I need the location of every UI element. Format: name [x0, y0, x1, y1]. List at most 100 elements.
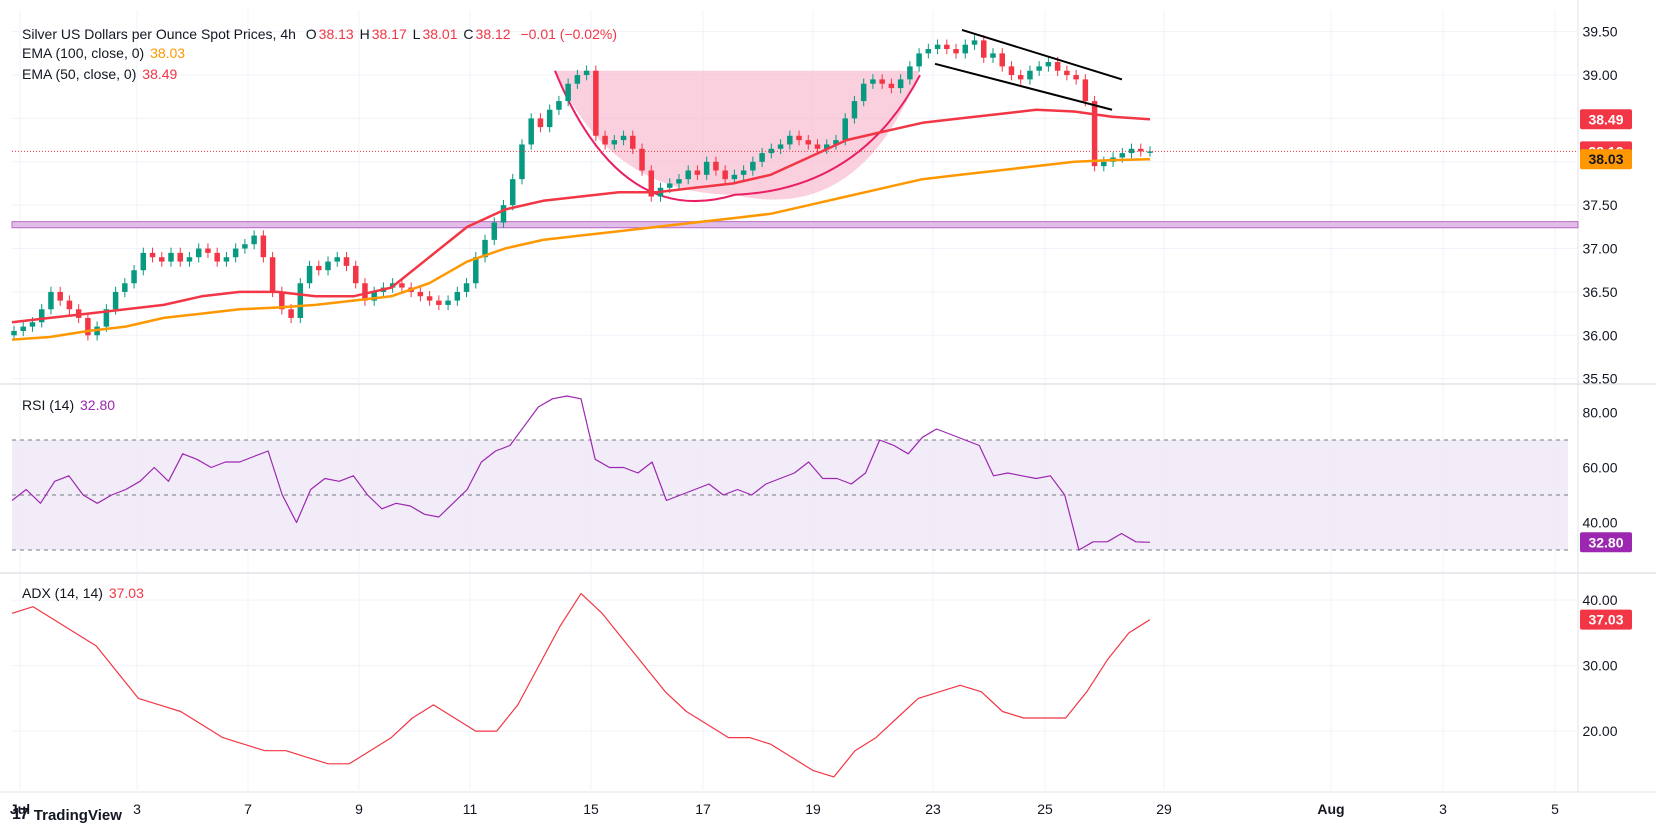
candle-body: [149, 252, 156, 258]
candle-body: [29, 322, 36, 327]
price-legend: Silver US Dollars per Ounce Spot Prices,…: [22, 26, 617, 42]
candle-body: [242, 244, 248, 249]
candle-body: [897, 79, 904, 89]
rsi-tick-label: 40.00: [1582, 515, 1617, 531]
candle-body: [981, 40, 987, 58]
candle-body: [1045, 62, 1052, 67]
candle-body: [195, 248, 202, 258]
candle-body: [445, 300, 451, 305]
candle-body: [1027, 70, 1033, 80]
low-value: 38.01: [422, 26, 458, 42]
adx-tick-label: 40.00: [1582, 592, 1617, 608]
candle-body: [509, 179, 516, 206]
candle-body: [66, 300, 73, 310]
candle-body: [870, 79, 876, 84]
support-zone: [11, 221, 1579, 229]
candle-body: [528, 118, 534, 145]
candle-body: [583, 70, 590, 76]
candle-body: [925, 49, 932, 54]
candle-body: [112, 291, 119, 310]
candle-body: [463, 283, 470, 292]
rsi-badge: [1580, 532, 1632, 553]
candle-body: [777, 144, 784, 149]
candle-body: [731, 174, 738, 180]
rsi-tick-label: 80.00: [1582, 405, 1617, 421]
time-tick-label: 3: [1439, 801, 1447, 817]
tradingview-brand[interactable]: 17 TradingView: [12, 806, 122, 824]
adx-line: [11, 592, 1151, 778]
time-tick-label: 19: [805, 801, 821, 817]
candle-body: [879, 79, 885, 84]
time-tick-label: 3: [133, 801, 141, 817]
candle-body: [1138, 148, 1144, 152]
candle-body: [426, 296, 433, 301]
candle-body: [1054, 62, 1061, 71]
candle-body: [140, 252, 147, 271]
candle-body: [205, 248, 211, 253]
adx-tick-label: 20.00: [1582, 723, 1617, 739]
time-tick-label: Aug: [1317, 801, 1344, 817]
rsi-legend: RSI (14) 32.80: [22, 397, 116, 413]
price-tick-label: 39.00: [1582, 67, 1617, 83]
candle-body: [740, 170, 747, 175]
time-tick-label: 9: [355, 801, 363, 817]
candle-body: [352, 265, 359, 284]
candle-body: [168, 252, 174, 262]
time-tick-label: 7: [244, 801, 252, 817]
candle-body: [537, 118, 544, 128]
candle-body: [306, 265, 313, 284]
adx-badge: [1580, 609, 1632, 630]
candle-body: [519, 144, 525, 180]
candle-body: [297, 283, 304, 318]
candle-body: [962, 44, 969, 54]
cup-pattern-area: [555, 70, 920, 200]
candle-body: [232, 248, 239, 258]
candle-body: [131, 270, 137, 284]
candle-body: [546, 109, 553, 128]
candle-body: [482, 239, 488, 258]
time-tick-label: Jul: [10, 801, 30, 817]
candle-body: [436, 300, 442, 305]
candle-body: [814, 144, 821, 149]
candle-body: [944, 44, 950, 50]
price-tick-label: 39.50: [1582, 24, 1617, 40]
candle-body: [1082, 79, 1089, 102]
candle-body: [454, 291, 461, 301]
candle-body: [1119, 153, 1126, 158]
candle-body: [260, 235, 267, 258]
channel-upper-line: [961, 28, 1123, 81]
candle-body: [362, 283, 368, 301]
candle-body: [38, 309, 45, 323]
ema50-badge-label: 38.49: [1588, 111, 1623, 127]
cup-curve: [554, 70, 921, 203]
candle-body: [842, 118, 848, 141]
candle-body: [851, 101, 858, 119]
candle-body: [251, 235, 257, 245]
candle-body: [676, 179, 682, 184]
candle-body: [417, 291, 424, 297]
open-value: 38.13: [318, 26, 354, 42]
candle-body: [1091, 101, 1098, 167]
candle-body: [325, 261, 331, 271]
candle-body: [971, 40, 978, 45]
candle-body: [1073, 75, 1079, 80]
candle-body: [934, 44, 941, 50]
ema100-value: 38.03: [150, 45, 186, 61]
candle-body: [20, 326, 26, 331]
candle-body: [750, 161, 756, 171]
candle-body: [1017, 75, 1024, 80]
ema50-legend: EMA (50, close, 0) 38.49: [22, 66, 178, 82]
price-tick-label: 36.50: [1582, 284, 1617, 300]
candle-body: [787, 135, 793, 145]
candle-body: [186, 257, 193, 262]
candle-body: [214, 252, 220, 262]
candle-body: [648, 170, 655, 197]
candle-body: [500, 205, 507, 223]
time-tick-label: 17: [695, 801, 711, 817]
ema100-legend: EMA (100, close, 0) 38.03: [22, 45, 186, 61]
ema100-line: [11, 157, 1151, 341]
rsi-value: 32.80: [80, 397, 116, 413]
candle-body: [399, 283, 405, 288]
candle-body: [713, 161, 719, 171]
